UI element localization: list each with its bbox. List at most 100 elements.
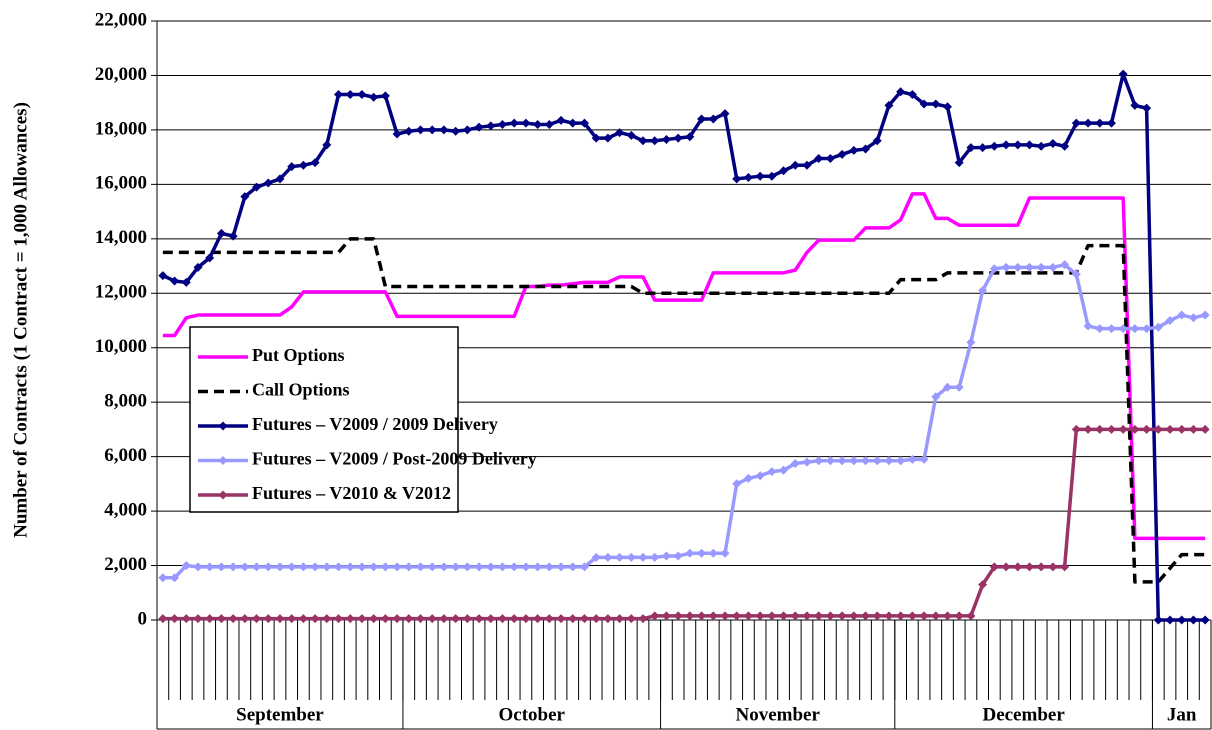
series-marker [1142,324,1152,334]
series-marker [322,140,332,150]
series-marker [275,562,285,572]
series-marker [369,92,379,102]
series-marker [931,392,941,402]
series-marker [732,479,742,489]
series-marker [767,611,777,621]
series-marker [989,141,999,151]
series-marker [720,548,730,558]
series-marker [1071,269,1081,279]
series-marker [615,614,625,624]
series-marker [170,573,180,583]
y-tick-label: 4,000 [104,499,147,520]
series-marker [755,471,765,481]
series-marker [380,562,390,572]
series-marker [1095,424,1105,434]
series-marker [685,132,695,142]
series-marker [497,614,507,624]
series-marker [451,126,461,136]
series-marker [556,614,566,624]
series-marker [802,611,812,621]
legend-label: Futures – V2009 / 2009 Delivery [252,414,498,434]
series-marker [907,611,917,621]
series-marker [966,143,976,153]
series-marker [228,614,238,624]
series-marker [1024,140,1034,150]
series-marker [919,99,929,109]
series-marker [287,562,297,572]
series-marker [661,611,671,621]
series-marker [779,611,789,621]
series-marker [579,562,589,572]
series-marker [837,456,847,466]
series-marker [509,118,519,128]
series-marker [1165,316,1175,325]
series-marker [544,562,554,572]
series-marker [228,231,238,241]
series-marker [556,562,566,572]
series-marker [462,614,472,624]
series-marker [1200,310,1210,320]
series-marker [486,614,496,624]
series-marker [521,118,531,128]
y-tick-label: 20,000 [95,64,147,85]
series-marker [1048,262,1058,272]
series-marker [825,456,835,466]
series-marker [884,100,894,110]
series-marker [603,614,613,624]
series-marker [1106,118,1116,128]
legend-marker [218,421,228,431]
series-marker [802,457,812,467]
series-marker [954,611,964,621]
series-marker [252,562,262,572]
series-marker [1001,262,1011,272]
series-marker [837,149,847,159]
series-marker [861,611,871,621]
series-marker [1142,424,1152,434]
series-marker [1153,615,1163,625]
series-marker [1036,262,1046,272]
series-marker [1083,424,1093,434]
series-marker [533,562,543,572]
series-marker [814,456,824,466]
series-marker [884,456,894,466]
series-marker [369,614,379,624]
series-marker [603,133,613,143]
series-marker [697,114,707,124]
series-marker [790,160,800,170]
series-marker [497,562,507,572]
legend-label: Call Options [252,380,350,400]
series-marker [170,614,180,624]
series-marker [451,614,461,624]
y-axis-label: Number of Contracts (1 Contract = 1,000 … [10,102,31,538]
series-marker [1188,313,1198,323]
legend: Put Options Call Options Futures – V2009 /… [189,326,537,513]
series-marker [416,125,425,135]
series-marker [954,382,964,392]
series-marker [1036,141,1046,151]
y-tick-label: 18,000 [95,118,147,139]
series-marker [755,611,765,621]
series-marker [205,253,215,263]
series-marker [1013,562,1023,572]
series-marker [1083,321,1093,331]
series-marker [263,614,273,624]
series-marker [486,121,496,131]
series-marker [427,614,437,624]
series-marker [1177,615,1187,625]
series-marker [896,87,906,97]
x-group-label: October [499,704,566,725]
series-marker [1095,324,1105,334]
series-marker [486,562,496,572]
series-marker [591,133,601,143]
series-marker [158,614,168,624]
x-group-label: September [236,704,324,725]
series-marker [978,286,988,296]
series-marker [439,562,449,572]
series-marker [439,125,449,135]
legend-marker [218,490,228,500]
x-group-label: Jan [1167,704,1197,725]
series-marker [919,454,929,464]
series-marker [392,129,402,139]
series-marker [556,115,566,125]
series-marker [181,561,191,571]
